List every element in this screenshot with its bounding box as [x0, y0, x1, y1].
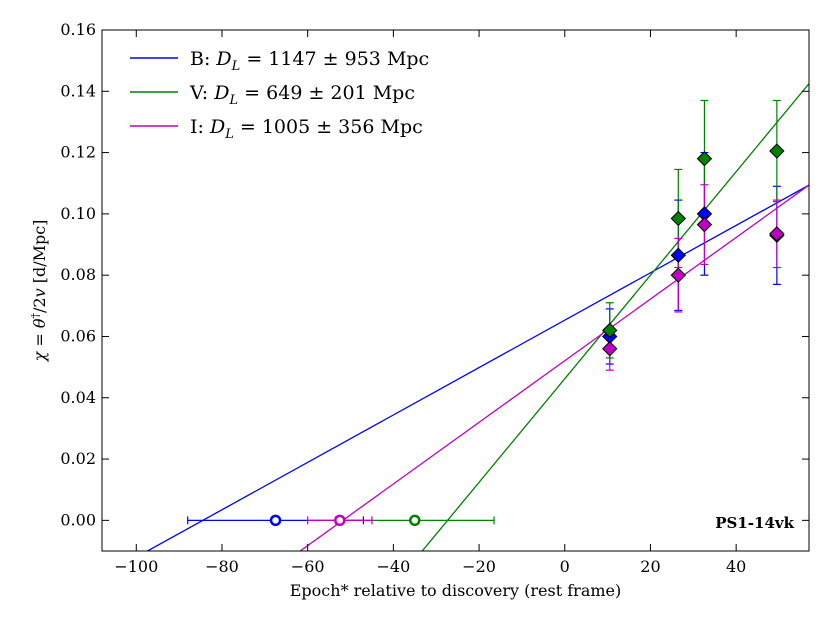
svg-text:χ = θ†/2v [d/Mpc]: χ = θ†/2v [d/Mpc] [29, 220, 49, 363]
x0-point-i [334, 514, 346, 527]
data-point-i [602, 341, 618, 357]
y-tick-label: 0.16 [60, 20, 96, 39]
y-tick-label: 0.04 [60, 388, 96, 407]
x-tick-label: −60 [291, 557, 325, 576]
data-point-i [769, 226, 785, 242]
y-axis: 0.00 0.02 0.04 0.06 0.08 0.10 0.12 0.14 0.16 [60, 20, 809, 529]
x-tick-label: 0 [560, 557, 570, 576]
y-axis-label: χ = θ†/2v [d/Mpc] [29, 220, 49, 363]
x-tick-label: 40 [726, 557, 746, 576]
x-axis-label: Epoch* relative to discovery (rest frame… [290, 581, 622, 600]
x0-point-v [409, 514, 421, 527]
x-tick-label: −80 [205, 557, 239, 576]
y-tick-label: 0.10 [60, 204, 96, 223]
plot-area [102, 30, 809, 551]
data-point-v [602, 322, 618, 339]
annotation-label: PS1-14vk [715, 514, 794, 532]
data-point-i [670, 267, 687, 283]
data-point-v [670, 210, 687, 227]
legend-label-b: B: DL = 1147 ± 953 Mpc [190, 48, 429, 74]
y-tick-label: 0.02 [60, 449, 96, 468]
fit-line-b [146, 184, 809, 551]
y-tick-label: 0.08 [60, 265, 96, 284]
data-point-v [769, 143, 785, 159]
x-tick-label: 20 [640, 557, 660, 576]
legend: B: DL = 1147 ± 953 Mpc V: DL = 649 ± 201 … [130, 48, 429, 142]
legend-label-i: I: DL = 1005 ± 356 Mpc [190, 116, 423, 142]
x-tick-label: −20 [462, 557, 496, 576]
data-point-b [670, 247, 687, 263]
x0-point-b [269, 514, 282, 527]
plot-frame [101, 29, 810, 552]
y-tick-label: 0.00 [60, 510, 96, 529]
x-tick-label: −100 [114, 557, 158, 576]
data-point-i [696, 216, 713, 233]
x-tick-label: −40 [376, 557, 410, 576]
data-point-v [696, 151, 713, 167]
y-tick-label: 0.12 [60, 143, 96, 162]
y-tick-label: 0.06 [60, 326, 96, 345]
legend-label-v: V: DL = 649 ± 201 Mpc [189, 82, 415, 108]
y-tick-label: 0.14 [60, 81, 96, 100]
fit-line-i [299, 184, 809, 551]
markers [269, 143, 785, 527]
x-axis: −100 −80 −60 −40 −20 0 20 40 [114, 30, 746, 576]
